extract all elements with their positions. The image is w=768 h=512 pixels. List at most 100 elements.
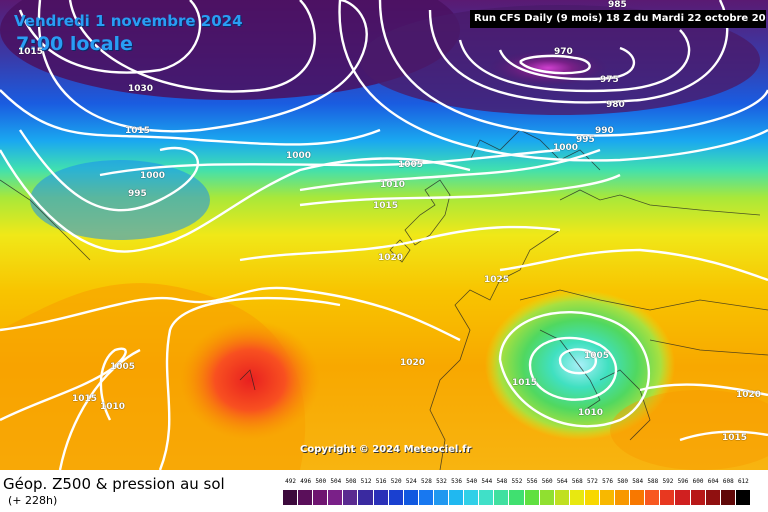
isobar-label: 1015	[722, 433, 748, 443]
scale-swatch	[705, 490, 721, 505]
isobar-label: 1015	[18, 47, 44, 57]
isobar-label: 1015	[72, 394, 98, 404]
scale-swatch	[403, 490, 419, 505]
scale-swatch	[283, 490, 299, 505]
isobar-label: 1005	[110, 362, 136, 372]
forecast-time: 7:00 locale	[16, 33, 133, 55]
scale-swatch	[313, 490, 329, 505]
scale-tick-label: 520	[390, 478, 402, 485]
isobar-label: 1025	[484, 275, 510, 285]
isobar-label: 980	[606, 100, 625, 110]
scale-swatch	[630, 490, 646, 505]
scale-tick-label: 532	[436, 478, 447, 485]
color-scale-labels: 492 496 500 504 508 512 516 520 524 528 532 536 540 5…	[283, 478, 751, 488]
isobar-label: 985	[608, 0, 627, 10]
scale-tick-label: 500	[315, 478, 327, 485]
forecast-date: Vendredi 1 novembre 2024	[14, 12, 243, 30]
scale-swatch	[569, 490, 585, 505]
scale-swatch	[645, 490, 661, 505]
isobar-label: 995	[128, 189, 147, 199]
isobar-label: 1010	[578, 408, 604, 418]
scale-tick-label: 508	[345, 478, 357, 485]
isobars	[0, 0, 768, 470]
scale-swatch	[343, 490, 359, 505]
isobar-label: 1005	[584, 351, 610, 361]
scale-swatch	[660, 490, 676, 505]
scale-tick-label: 596	[677, 478, 689, 485]
scale-swatch	[464, 490, 480, 505]
scale-swatch	[720, 490, 736, 505]
scale-swatch	[418, 490, 434, 505]
scale-swatch	[509, 490, 525, 505]
scale-swatch	[358, 490, 374, 505]
scale-swatch	[388, 490, 404, 505]
scale-swatch	[373, 490, 389, 505]
isobar-label: 1010	[100, 402, 126, 412]
scale-swatch	[433, 490, 450, 505]
scale-tick-label: 504	[330, 478, 342, 485]
scale-tick-label: 556	[526, 478, 538, 485]
scale-swatch	[735, 490, 751, 505]
isobar-label: 1000	[553, 143, 579, 153]
scale-swatch	[479, 490, 495, 505]
scale-swatch	[328, 490, 344, 505]
scale-tick-label: 548	[496, 478, 508, 485]
scale-tick-label: 612	[737, 478, 749, 485]
scale-swatch	[615, 490, 631, 505]
scale-tick-label: 492	[285, 478, 296, 485]
scale-tick-label: 512	[360, 478, 372, 485]
isobar-label: 1005	[398, 160, 424, 170]
scale-swatch	[690, 490, 706, 505]
scale-tick-label: 608	[722, 478, 734, 485]
scale-swatch	[584, 490, 600, 505]
isobar-label: 1020	[400, 358, 426, 368]
scale-tick-label: 600	[692, 478, 704, 485]
scale-tick-label: 568	[571, 478, 583, 485]
scale-swatch	[494, 490, 510, 505]
scale-swatch	[599, 490, 616, 505]
isobar-label: 1020	[736, 390, 762, 400]
scale-swatch	[449, 490, 465, 505]
isobar-label: 1010	[380, 180, 406, 190]
isobar-label: 1020	[378, 253, 404, 263]
scale-tick-label: 576	[602, 478, 613, 485]
isobar-label: 990	[595, 126, 614, 136]
scale-swatch	[554, 490, 570, 505]
isobar-label: 1000	[140, 171, 166, 181]
scale-tick-label: 496	[300, 478, 312, 485]
scale-tick-label: 516	[375, 478, 387, 485]
color-scale-bar	[283, 490, 751, 505]
scale-swatch	[539, 490, 555, 505]
isobar-label: 1015	[373, 201, 399, 211]
scale-tick-label: 580	[617, 478, 629, 485]
scale-tick-label: 584	[632, 478, 644, 485]
isobar-label: 995	[576, 135, 595, 145]
scale-tick-label: 544	[481, 478, 493, 485]
scale-tick-label: 564	[556, 478, 568, 485]
isobar-label: 970	[554, 47, 573, 57]
isobar-label: 1015	[125, 126, 151, 136]
scale-swatch	[524, 490, 540, 505]
isobar-label: 1015	[512, 378, 538, 388]
forecast-offset: (+ 228h)	[8, 494, 58, 507]
scale-tick-label: 604	[707, 478, 719, 485]
scale-tick-label: 588	[647, 478, 659, 485]
model-run-info: Run CFS Daily (9 mois) 18 Z du Mardi 22 …	[470, 10, 766, 28]
isobar-label: 1000	[286, 151, 312, 161]
isobar-label: 1030	[128, 84, 154, 94]
geopotential-map	[0, 0, 768, 470]
isobar-label: 975	[600, 75, 619, 85]
scale-tick-label: 540	[466, 478, 478, 485]
scale-tick-label: 572	[587, 478, 598, 485]
scale-tick-label: 524	[405, 478, 417, 485]
scale-swatch	[298, 490, 314, 505]
map-title: Géop. Z500 & pression au sol	[3, 475, 225, 493]
scale-tick-label: 560	[541, 478, 553, 485]
scale-tick-label: 536	[451, 478, 462, 485]
scale-tick-label: 592	[662, 478, 674, 485]
copyright-text: Copyright © 2024 Meteociel.fr	[300, 444, 472, 455]
scale-swatch	[675, 490, 691, 505]
scale-tick-label: 552	[511, 478, 523, 485]
scale-tick-label: 528	[420, 478, 432, 485]
